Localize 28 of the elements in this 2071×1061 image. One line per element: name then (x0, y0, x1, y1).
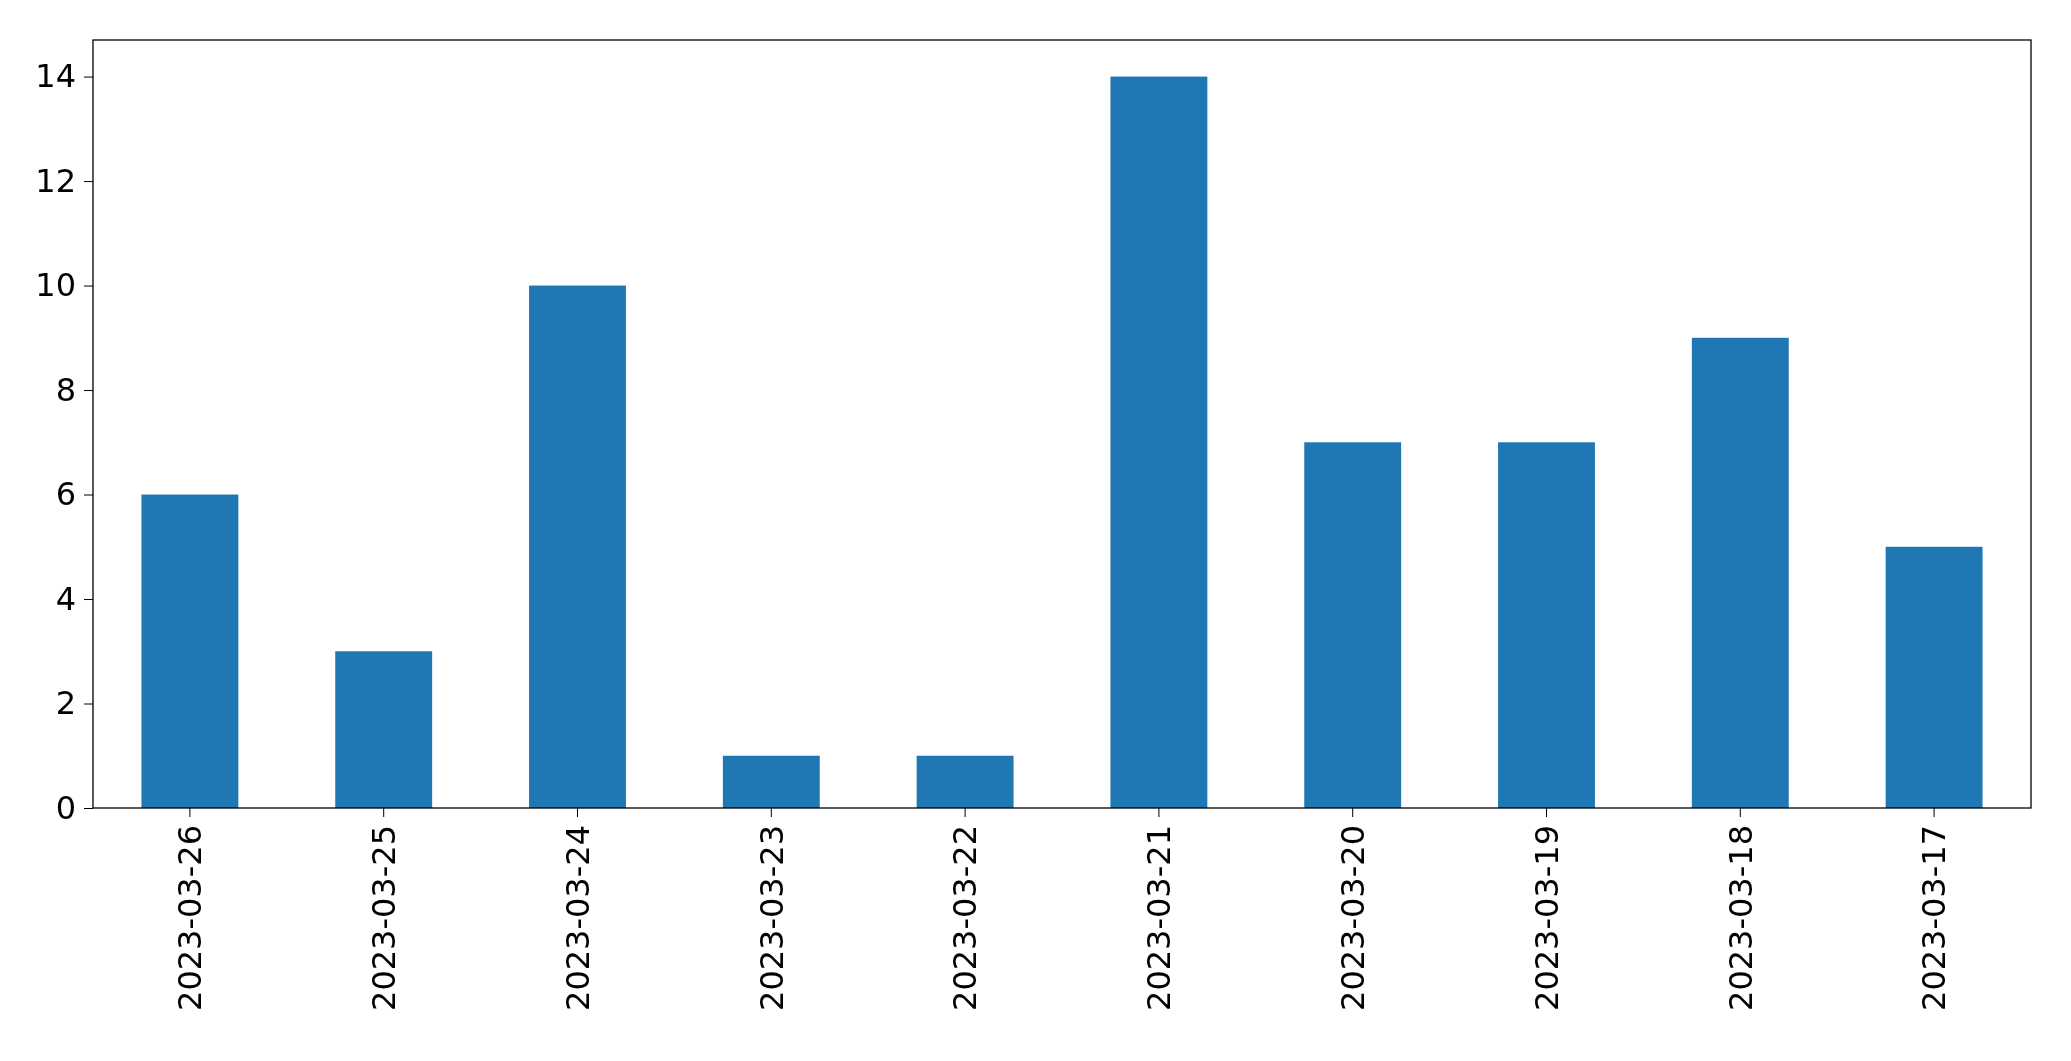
bar (1110, 76, 1208, 808)
x-tick-label: 2023-03-25 (364, 825, 403, 1011)
bar (335, 651, 433, 808)
x-tick-label: 2023-03-26 (171, 825, 210, 1011)
y-tick-label: 10 (35, 266, 76, 305)
x-tick-label: 2023-03-19 (1527, 825, 1566, 1011)
bar (916, 755, 1014, 808)
y-tick-label: 4 (55, 579, 76, 618)
bar (141, 494, 239, 808)
y-tick-label: 0 (55, 788, 76, 827)
x-tick-label: 2023-03-20 (1333, 825, 1372, 1011)
bar (1885, 546, 1983, 808)
x-tick-label: 2023-03-23 (752, 825, 791, 1011)
bar (1691, 337, 1789, 808)
bar (1304, 442, 1402, 808)
x-tick-label: 2023-03-22 (946, 825, 985, 1011)
x-tick-label: 2023-03-24 (558, 825, 597, 1011)
x-tick-label: 2023-03-21 (1140, 825, 1179, 1011)
x-tick-label: 2023-03-17 (1915, 825, 1954, 1011)
y-tick-label: 12 (35, 161, 76, 200)
x-tick-label: 2023-03-18 (1721, 825, 1760, 1011)
bar (1498, 442, 1595, 808)
y-tick-label: 8 (55, 370, 76, 409)
y-tick-label: 6 (55, 475, 76, 514)
bar (529, 285, 626, 808)
y-tick-label: 2 (55, 684, 76, 723)
bar (722, 755, 820, 808)
y-tick-label: 14 (35, 57, 76, 96)
